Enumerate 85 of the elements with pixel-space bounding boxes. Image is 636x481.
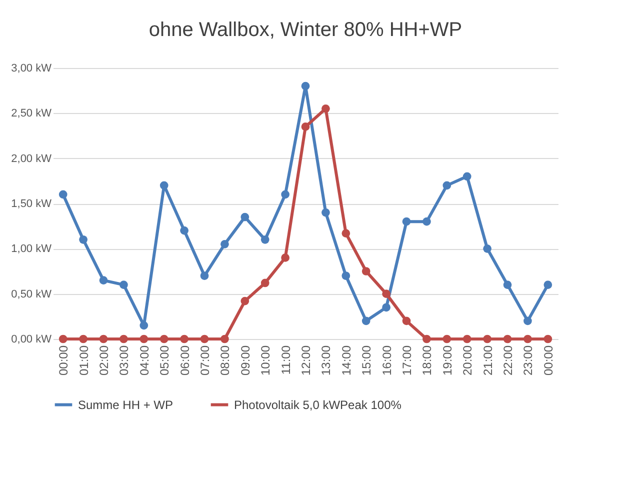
y-tick-label: 2,00 kW — [11, 152, 52, 165]
point — [342, 272, 350, 280]
point — [260, 278, 270, 288]
x-tick-label: 23:00 — [521, 345, 536, 376]
point — [281, 254, 290, 262]
point — [281, 190, 290, 199]
point — [301, 82, 310, 90]
point — [524, 334, 532, 344]
x-tick-label: 00:00 — [541, 345, 556, 376]
point — [140, 334, 148, 344]
chart-title: ohne Wallbox, Winter 80% HH+WP — [148, 19, 462, 41]
y-tick-label: 1,00 kW — [11, 243, 52, 256]
point — [180, 334, 188, 344]
point — [462, 334, 472, 344]
x-tick-label: 11:00 — [278, 345, 293, 375]
point — [240, 212, 250, 222]
x-tick-label: 22:00 — [501, 345, 515, 376]
x-tick-label: 19:00 — [440, 345, 454, 376]
x-tick-label: 16:00 — [380, 345, 394, 376]
point — [120, 334, 128, 344]
x-tick-label: 06:00 — [178, 345, 192, 376]
point — [362, 267, 370, 276]
point — [99, 334, 108, 344]
point — [58, 190, 68, 199]
x-tick-label: 17:00 — [400, 345, 414, 376]
point — [160, 334, 168, 344]
point — [220, 240, 229, 248]
point — [220, 334, 229, 344]
point — [240, 296, 250, 306]
point — [483, 334, 492, 344]
point — [462, 172, 472, 181]
point — [200, 272, 209, 280]
point — [99, 276, 108, 284]
point — [79, 334, 88, 344]
x-tick-label: 20:00 — [460, 345, 475, 376]
point — [322, 104, 330, 113]
point — [524, 316, 532, 326]
point — [79, 235, 88, 244]
x-tick-label: 18:00 — [420, 345, 434, 376]
point — [422, 334, 431, 344]
point — [342, 229, 350, 238]
x-tick-label: 01:00 — [76, 345, 91, 376]
x-tick-label: 04:00 — [137, 345, 152, 376]
point — [160, 181, 168, 190]
point — [483, 244, 492, 253]
point — [503, 334, 512, 344]
x-tick-label: 10:00 — [258, 345, 273, 376]
point — [503, 280, 512, 289]
point — [260, 235, 270, 244]
y-tick-label: 0,00 kW — [11, 334, 52, 346]
x-tick-label: 02:00 — [97, 345, 111, 376]
x-tick-label: 14:00 — [339, 345, 354, 376]
y-tick-label: 0,50 kW — [11, 288, 52, 300]
point — [120, 280, 128, 289]
point — [442, 181, 452, 190]
x-tick-label: 05:00 — [158, 345, 172, 376]
x-tick-label: 03:00 — [117, 345, 132, 376]
x-tick-label: 12:00 — [299, 345, 313, 376]
point — [422, 217, 431, 226]
point — [544, 334, 552, 344]
point — [180, 226, 188, 235]
x-tick-label: 08:00 — [218, 345, 232, 376]
point — [322, 208, 330, 217]
point — [544, 280, 552, 289]
x-tick-label: 21:00 — [480, 345, 495, 376]
x-tick-label: 00:00 — [56, 345, 71, 376]
point — [362, 316, 370, 326]
point — [301, 122, 310, 131]
legend-label: Summe HH + WP — [78, 398, 174, 412]
x-tick-label: 15:00 — [360, 345, 374, 376]
y-tick-label: 2,50 kW — [11, 108, 52, 120]
point — [200, 334, 209, 344]
point — [442, 334, 452, 344]
x-tick-label: 07:00 — [198, 345, 212, 376]
point — [402, 217, 411, 226]
point — [58, 334, 68, 344]
y-tick-label: 1,50 kW — [11, 198, 52, 210]
y-tick-label: 3,00 kW — [11, 62, 52, 74]
point — [382, 290, 390, 298]
legend-label: Photovoltaik 5,0 kWPeak 100% — [234, 398, 402, 412]
point — [402, 316, 411, 326]
point — [140, 321, 148, 330]
point — [382, 303, 390, 312]
x-tick-label: 09:00 — [238, 345, 252, 376]
x-tick-label: 13:00 — [319, 345, 334, 376]
